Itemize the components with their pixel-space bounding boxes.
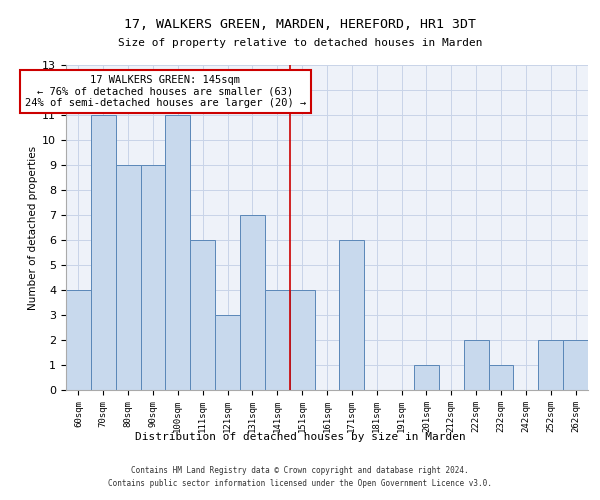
Text: Distribution of detached houses by size in Marden: Distribution of detached houses by size … [134,432,466,442]
Bar [166,115,190,390]
Bar [91,115,116,390]
Bar [240,215,265,390]
Bar [116,165,140,390]
Bar [538,340,563,390]
Bar [340,240,364,390]
Bar [66,290,91,390]
Text: Size of property relative to detached houses in Marden: Size of property relative to detached ho… [118,38,482,48]
Bar [290,290,314,390]
Bar [414,365,439,390]
Bar [140,165,166,390]
Bar [215,315,240,390]
Bar [488,365,514,390]
Text: 17 WALKERS GREEN: 145sqm
← 76% of detached houses are smaller (63)
24% of semi-d: 17 WALKERS GREEN: 145sqm ← 76% of detach… [25,75,306,108]
Bar [464,340,488,390]
Bar [563,340,588,390]
Bar [265,290,290,390]
Bar [190,240,215,390]
Text: Contains HM Land Registry data © Crown copyright and database right 2024.
Contai: Contains HM Land Registry data © Crown c… [108,466,492,487]
Text: 17, WALKERS GREEN, MARDEN, HEREFORD, HR1 3DT: 17, WALKERS GREEN, MARDEN, HEREFORD, HR1… [124,18,476,30]
Y-axis label: Number of detached properties: Number of detached properties [28,146,38,310]
